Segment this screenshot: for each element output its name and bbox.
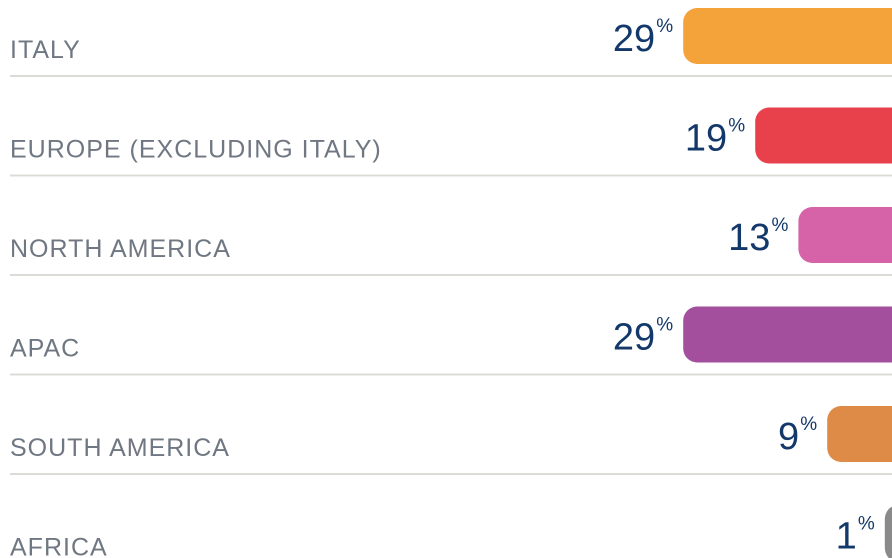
bar <box>884 506 892 558</box>
value-label: 1 <box>836 516 857 558</box>
value-label: 19 <box>685 118 727 160</box>
bar <box>827 406 892 462</box>
value-label: 29 <box>613 317 655 359</box>
bar <box>683 306 892 363</box>
bar <box>683 8 892 64</box>
value-unit: % <box>656 315 673 336</box>
value-label: 9 <box>778 416 799 458</box>
value-unit: % <box>800 414 817 435</box>
category-label: EUROPE (EXCLUDING ITALY) <box>10 136 382 164</box>
value-unit: % <box>728 116 745 137</box>
category-label: SOUTH AMERICA <box>10 434 230 462</box>
bar <box>798 207 892 263</box>
value-unit: % <box>656 16 673 37</box>
category-label: APAC <box>10 335 80 363</box>
value-label: 13 <box>728 217 770 259</box>
bar <box>755 107 892 164</box>
value-unit: % <box>858 514 875 535</box>
category-label: NORTH AMERICA <box>10 235 231 263</box>
category-label: ITALY <box>10 36 81 64</box>
value-label: 29 <box>613 18 655 60</box>
value-unit: % <box>771 215 788 236</box>
category-label: AFRICA <box>10 534 108 558</box>
